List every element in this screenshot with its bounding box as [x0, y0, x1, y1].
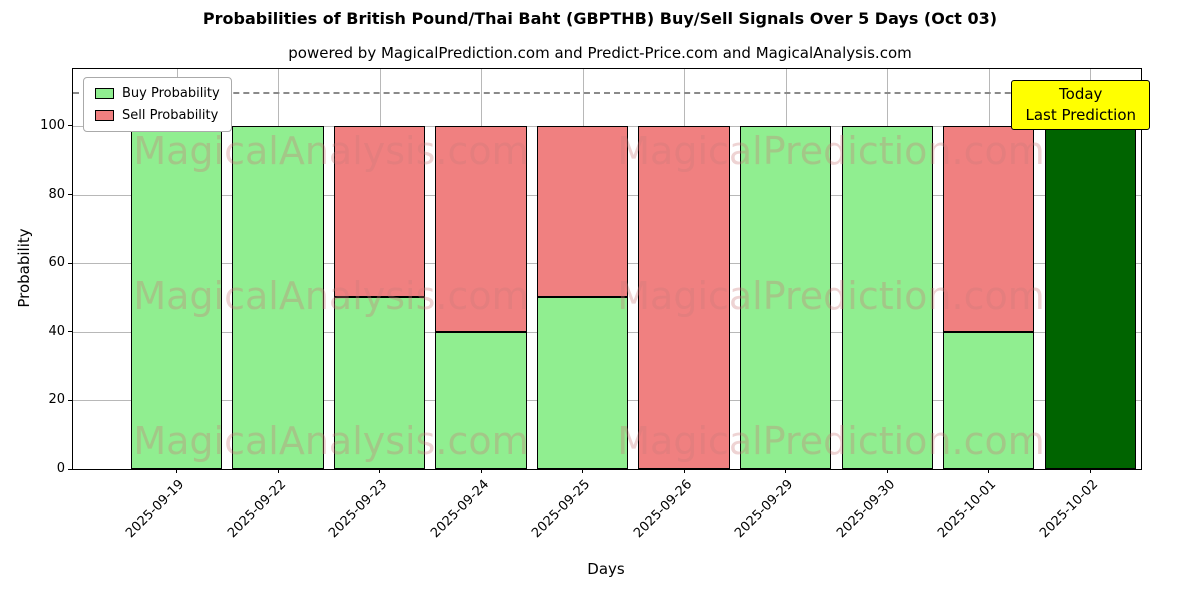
x-tick-label-text: 2025-10-02 — [1036, 477, 1101, 542]
x-tick-mark — [379, 469, 381, 473]
bar-segment-buy — [130, 125, 223, 469]
bar-segment-sell — [435, 125, 527, 332]
legend-item-buy: Buy Probability — [95, 86, 220, 101]
today-annotation-line2: Last Prediction — [1025, 106, 1136, 124]
x-tick-mark — [480, 469, 482, 473]
bar-segment-buy — [333, 297, 426, 469]
plot-area: 0 20 40 60 80 100 2025-09-19 2025-09-22 2025-09-… — [40, 68, 1150, 541]
x-tick-label-text: 2025-09-25 — [529, 477, 594, 542]
legend-label-buy: Buy Probability — [122, 86, 220, 101]
x-tick-label-text: 2025-09-22 — [224, 477, 289, 542]
y-tick-label: 40 — [48, 323, 65, 339]
y-tick-label: 100 — [40, 117, 65, 133]
x-axis-label: Days — [587, 560, 625, 578]
bar-segment-buy — [739, 125, 832, 469]
x-tick-mark — [683, 469, 685, 473]
y-tick-mark — [68, 468, 73, 470]
y-tick-mark — [68, 125, 73, 127]
threshold-dashed-line — [73, 91, 1141, 94]
y-tick-mark — [68, 262, 73, 264]
bar-segment-sell — [536, 125, 629, 298]
bar-segment-buy — [1044, 125, 1136, 469]
x-tick-mark — [582, 469, 584, 473]
legend: Buy Probability Sell Probability — [83, 77, 232, 132]
x-tick-label-text: 2025-09-26 — [630, 477, 695, 542]
legend-item-sell: Sell Probability — [95, 108, 220, 123]
bar-segment-buy — [435, 331, 527, 469]
y-tick-label: 80 — [48, 186, 65, 202]
x-tick-label-text: 2025-09-29 — [732, 477, 797, 542]
x-tick-mark — [277, 469, 279, 473]
today-annotation: Today Last Prediction — [1011, 80, 1150, 130]
chart-title: Probabilities of British Pound/Thai Baht… — [202, 9, 998, 28]
y-tick-mark — [68, 331, 73, 333]
y-tick-label: 60 — [48, 255, 65, 271]
y-tick-mark — [68, 399, 73, 401]
x-tick-label-text: 2025-09-23 — [326, 477, 391, 542]
y-tick-mark — [68, 194, 73, 196]
y-tick-label: 0 — [56, 461, 65, 476]
x-tick-mark — [176, 469, 178, 473]
bar-segment-sell — [638, 125, 730, 469]
bar-segment-buy — [943, 331, 1035, 469]
x-tick-label-text: 2025-09-24 — [427, 477, 492, 542]
bar-segment-sell — [943, 125, 1035, 332]
sell-probability-swatch — [95, 110, 114, 121]
y-tick-label: 20 — [48, 392, 65, 408]
x-tick-label-text: 2025-09-19 — [123, 477, 188, 542]
bar-segment-buy — [232, 125, 324, 469]
bar-segment-buy — [536, 297, 629, 469]
legend-label-sell: Sell Probability — [122, 108, 219, 123]
x-tick-label-text: 2025-10-01 — [935, 477, 1000, 542]
bar-segment-sell — [333, 125, 426, 298]
bar-segment-buy — [841, 125, 933, 469]
x-tick-mark — [1089, 469, 1091, 473]
today-annotation-line1: Today — [1059, 85, 1103, 103]
buy-probability-swatch — [95, 88, 114, 99]
x-tick-label-text: 2025-09-30 — [833, 477, 898, 542]
x-tick-mark — [988, 469, 990, 473]
chart-subtitle: powered by MagicalPrediction.com and Pre… — [288, 44, 912, 62]
x-tick-mark — [785, 469, 787, 473]
x-tick-mark — [886, 469, 888, 473]
